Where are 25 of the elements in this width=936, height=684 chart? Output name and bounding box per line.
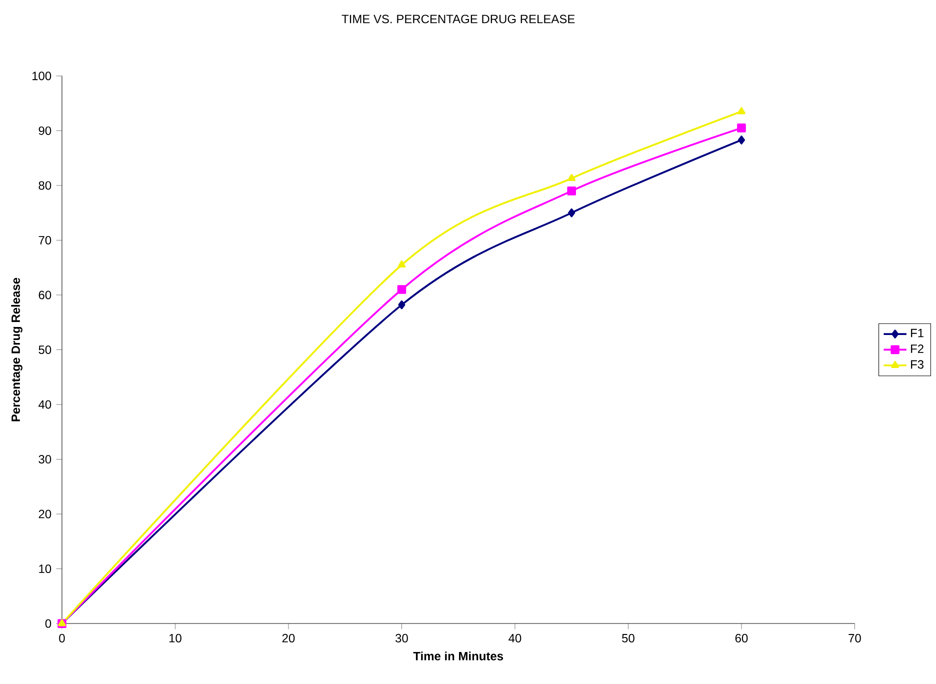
x-tick-label: 30	[396, 634, 408, 643]
y-tick-label: 70	[38, 236, 52, 245]
y-axis-title: Percentage Drug Release	[11, 278, 22, 422]
x-tick-label: 40	[508, 634, 522, 643]
legend-label: F2	[911, 344, 924, 354]
x-tick-label: 70	[848, 634, 861, 643]
x-tick-label: 60	[735, 634, 748, 643]
x-axis-title: Time in Minutes	[413, 652, 504, 661]
x-tick-label: 50	[622, 634, 634, 643]
legend-label: F3	[911, 360, 924, 369]
legend-label: F1	[911, 329, 924, 338]
y-tick-label: 80	[38, 181, 52, 190]
chart-title: TIME VS. PERCENTAGE DRUG RELEASE	[342, 15, 575, 24]
x-tick-label: 10	[169, 634, 182, 643]
y-tick-label: 90	[38, 126, 52, 136]
y-tick-label: 40	[38, 400, 52, 410]
x-tick-label: 20	[282, 634, 295, 643]
y-tick-label: 30	[38, 455, 52, 464]
y-tick-label: 50	[38, 346, 52, 354]
y-tick-label: 20	[38, 510, 52, 519]
y-tick-label: 100	[32, 72, 52, 80]
x-tick-label: 0	[59, 634, 65, 643]
y-tick-label: 10	[39, 564, 52, 574]
y-tick-label: 60	[38, 290, 52, 300]
y-tick-label: 0	[45, 620, 52, 628]
